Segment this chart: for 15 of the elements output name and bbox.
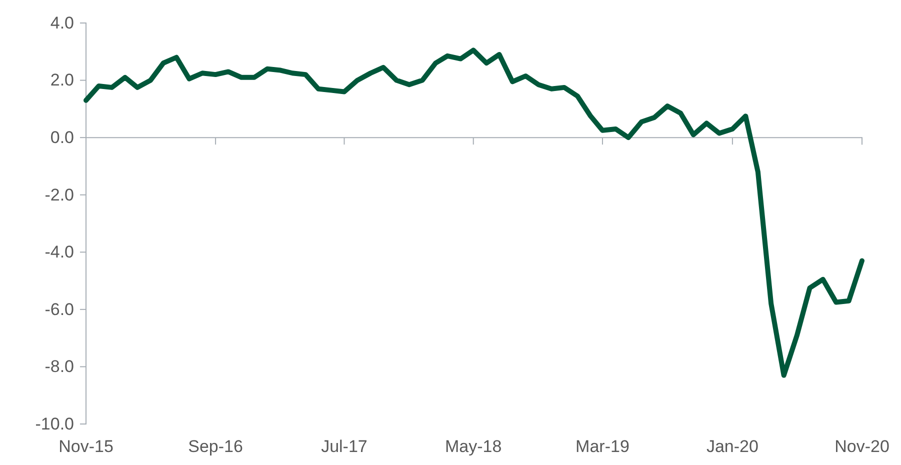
x-tick-label: Mar-19: [576, 437, 630, 456]
y-tick-label: 0.0: [50, 128, 74, 148]
y-tick-label: -10.0: [35, 414, 74, 434]
x-tick-label: Sep-16: [188, 437, 243, 456]
y-tick-label: 2.0: [50, 70, 74, 90]
x-tick-label: Nov-15: [58, 437, 114, 456]
y-tick-label: -2.0: [44, 185, 74, 204]
y-tick-label: 4.0: [50, 13, 74, 32]
y-tick-label: -6.0: [44, 300, 74, 319]
y-tick-label: -4.0: [44, 242, 74, 262]
x-tick-label: May-18: [445, 437, 502, 456]
x-tick-label: Nov-20: [834, 437, 890, 456]
x-tick-label: Jul-17: [321, 437, 368, 456]
x-tick-label: Jan-20: [706, 437, 758, 456]
y-tick-label: -8.0: [44, 357, 74, 376]
